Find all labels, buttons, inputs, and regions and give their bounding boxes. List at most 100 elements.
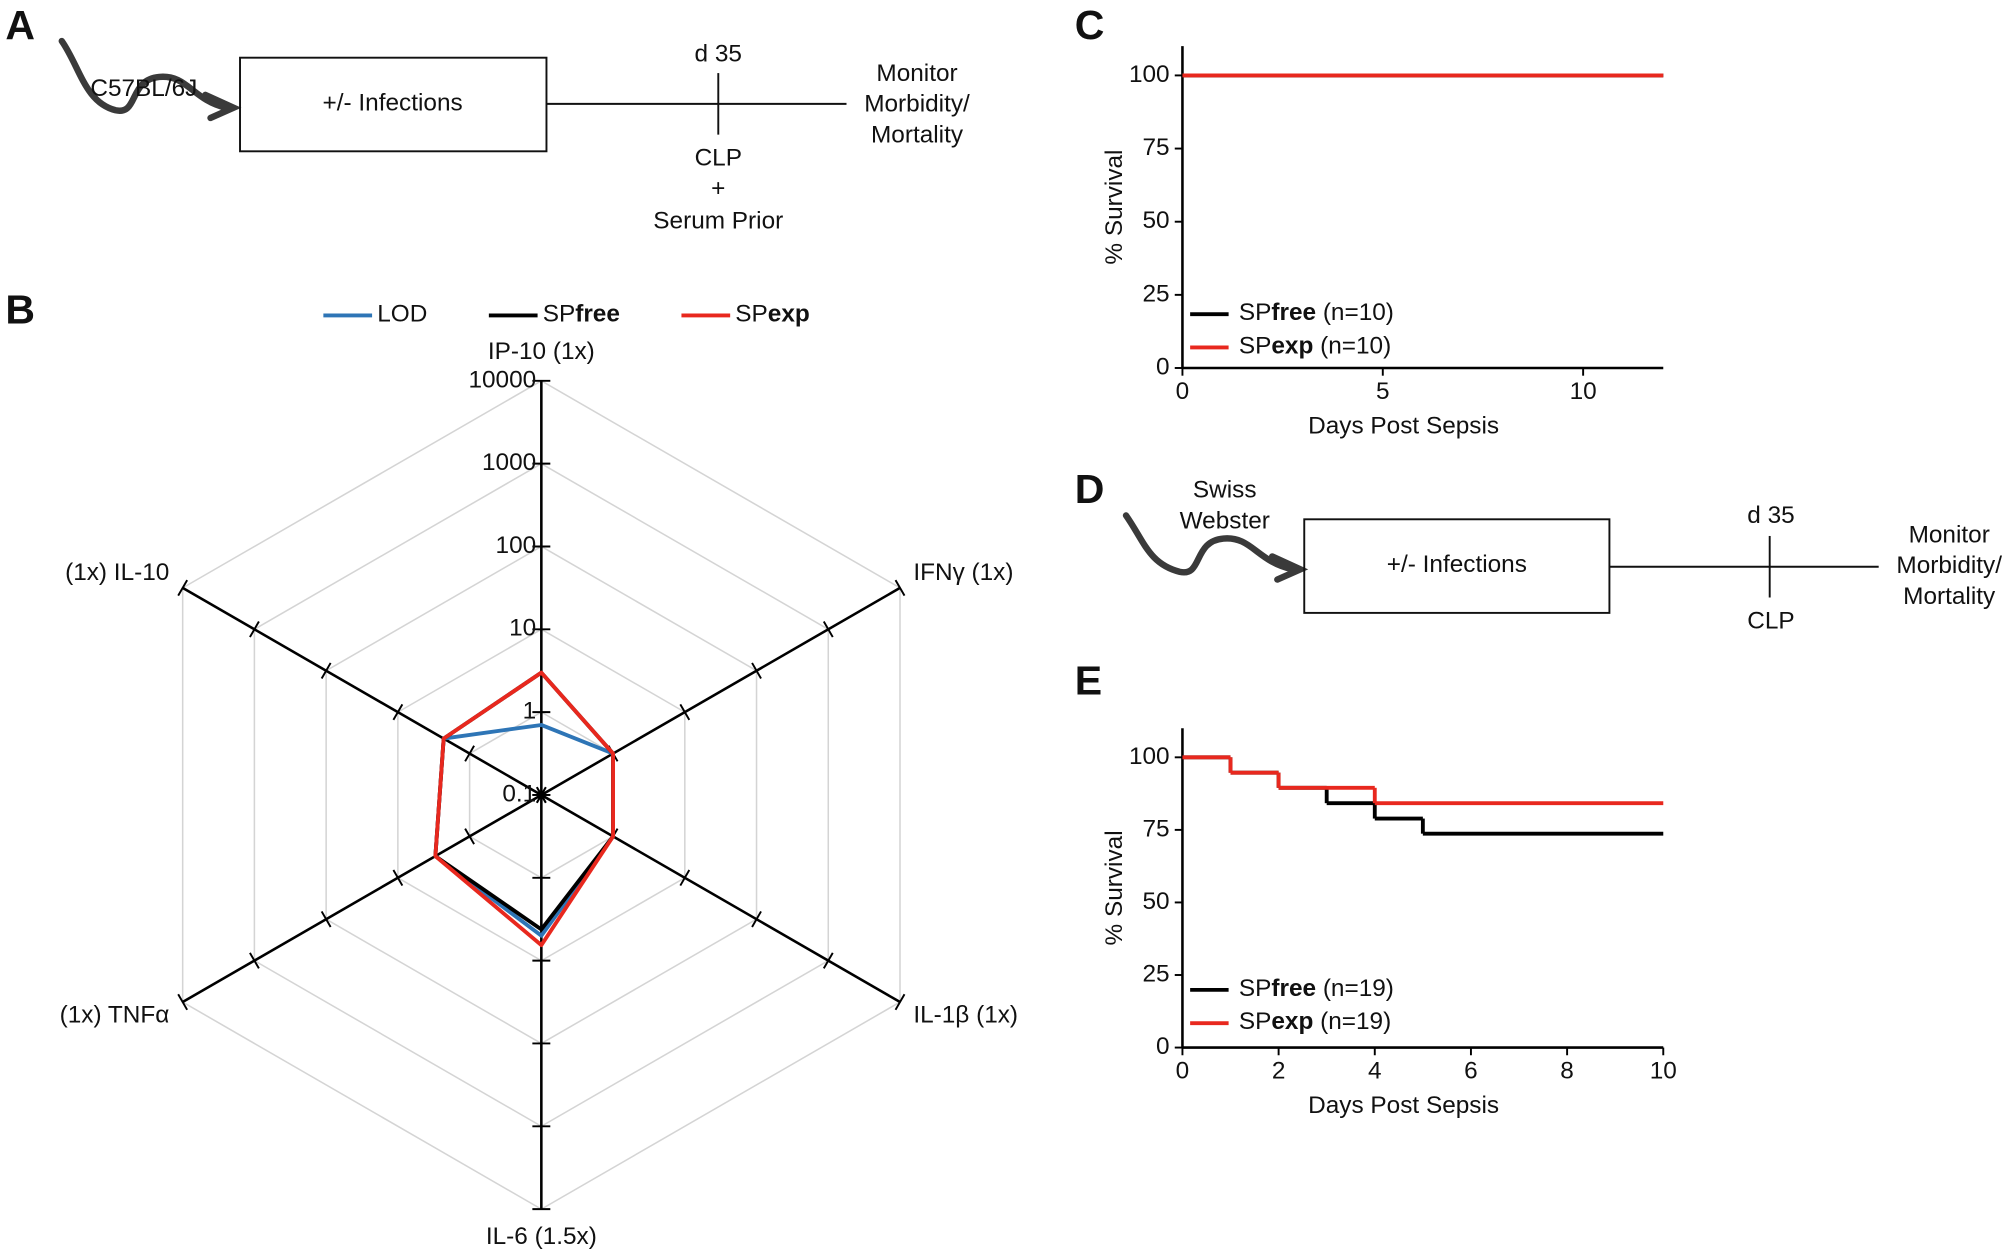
- legend-label: SPfree: [543, 301, 620, 328]
- legend-label-part: exp: [1271, 1009, 1313, 1036]
- axis-tick: [177, 579, 188, 597]
- legend-label-part: LOD: [377, 301, 427, 328]
- diagram-a: C57BL/6J +/- Infections d 35 CLP + Serum…: [58, 37, 970, 234]
- legend-label-part: SP: [735, 301, 767, 328]
- axis-label: IL-1β (1x): [913, 1002, 1018, 1029]
- axis-tick: [679, 703, 691, 721]
- legend-label-part: exp: [768, 301, 810, 328]
- axis-label: (1x) IL-10: [65, 559, 169, 586]
- radar-series: [433, 670, 615, 948]
- axis-label: IFNγ (1x): [913, 559, 1013, 586]
- box-label: +/- Infections: [1387, 551, 1527, 578]
- radar-axis: [540, 793, 901, 1004]
- legend-label-part: free: [1271, 975, 1316, 1002]
- legend-label: SPexp (n=10): [1239, 333, 1391, 360]
- procedure: Serum Prior: [653, 207, 783, 234]
- timepoint: d 35: [1747, 502, 1794, 529]
- timepoint: d 35: [695, 41, 742, 68]
- legend-label: SPfree (n=10): [1239, 300, 1394, 327]
- axis-tick: [894, 579, 906, 597]
- x-tick-label: 8: [1560, 1057, 1574, 1084]
- legend-label-part: SP: [1239, 300, 1272, 327]
- axis-tick: [536, 786, 547, 804]
- axis-tick: [392, 703, 404, 721]
- y-tick-label: 75: [1143, 815, 1170, 842]
- mouse-icon: [1122, 512, 1309, 583]
- y-tick-label: 0: [1156, 353, 1170, 380]
- radar-series: [433, 723, 615, 938]
- procedure: CLP: [1747, 607, 1794, 634]
- outcome: Mortality: [1903, 583, 1996, 610]
- axis-tick: [679, 869, 691, 887]
- y-tick-label: 100: [1129, 743, 1170, 770]
- strain: Webster: [1180, 507, 1270, 534]
- y-tick-label: 0: [1156, 1033, 1170, 1060]
- tick-label: 1: [523, 698, 537, 725]
- y-axis-label: % Survival: [1101, 830, 1128, 945]
- tick-label: 10: [509, 615, 536, 642]
- legend-label-part: (n=10): [1313, 333, 1391, 360]
- procedure: +: [711, 175, 725, 202]
- y-axis-label: % Survival: [1101, 150, 1128, 265]
- x-tick-label: 4: [1368, 1057, 1382, 1084]
- axis-tick: [249, 952, 260, 969]
- y-tick-label: 50: [1143, 888, 1170, 915]
- x-axis-label: Days Post Sepsis: [1308, 412, 1499, 439]
- axis-tick: [822, 621, 834, 638]
- axis-tick: [392, 869, 404, 887]
- legend-label-part: SP: [1239, 1009, 1272, 1036]
- legend-label-part: SP: [1239, 333, 1272, 360]
- strain: Swiss: [1193, 477, 1257, 504]
- y-tick-label: 50: [1143, 207, 1170, 234]
- radar-axis: [540, 586, 901, 797]
- axis-label: (1x) TNFα: [60, 1002, 170, 1029]
- x-axis-label: Days Post Sepsis: [1308, 1092, 1499, 1119]
- radar-axis: [182, 793, 542, 1004]
- panel-label: C: [1075, 2, 1105, 48]
- panel-label: A: [5, 2, 35, 48]
- panel-label: D: [1075, 466, 1105, 512]
- axis-tick: [751, 910, 762, 928]
- outcome: Monitor: [876, 60, 957, 87]
- box-label: +/- Infections: [323, 89, 463, 116]
- legend-label: SPfree (n=19): [1239, 975, 1394, 1002]
- diagram-d: Swiss Webster +/- Infections d 35 CLP Mo…: [1122, 477, 2002, 634]
- tick-label: 1000: [482, 449, 536, 476]
- radar-axis: [182, 586, 542, 797]
- axis-tick: [320, 910, 332, 928]
- axis-tick: [320, 662, 332, 679]
- axis-label: IP-10 (1x): [488, 338, 595, 365]
- outcome: Morbidity/: [1896, 552, 2002, 579]
- outcome: Morbidity/: [864, 91, 970, 118]
- axis-tick: [464, 828, 475, 845]
- mouse-icon: [58, 37, 242, 122]
- outcome: Monitor: [1909, 521, 1990, 548]
- x-tick-label: 0: [1176, 378, 1190, 405]
- axis-tick: [464, 745, 475, 762]
- box: [239, 56, 548, 153]
- legend-label-part: SP: [543, 301, 576, 328]
- x-tick-label: 10: [1650, 1057, 1677, 1084]
- x-tick-label: 10: [1570, 378, 1597, 405]
- y-tick-label: 100: [1129, 61, 1170, 88]
- tick-label: 100: [496, 532, 537, 559]
- legend-label-part: (n=19): [1316, 975, 1394, 1002]
- y-tick-label: 25: [1143, 280, 1170, 307]
- axis-tick: [249, 621, 260, 638]
- y-tick-label: 75: [1143, 134, 1170, 161]
- legend-label: SPexp (n=19): [1239, 1009, 1391, 1036]
- legend-label-part: (n=10): [1316, 300, 1394, 327]
- y-tick-label: 25: [1143, 960, 1170, 987]
- x-tick-label: 2: [1272, 1057, 1286, 1084]
- panel-label: E: [1075, 657, 1102, 703]
- legend-label-part: (n=19): [1313, 1009, 1391, 1036]
- axis-tick: [894, 993, 906, 1011]
- legend-label-part: free: [575, 301, 620, 328]
- axis-tick: [177, 993, 188, 1011]
- legend-label-part: SP: [1239, 975, 1272, 1002]
- panel-label: B: [5, 287, 35, 333]
- x-tick-label: 0: [1176, 1057, 1190, 1084]
- legend-label-part: free: [1271, 300, 1316, 327]
- procedure: CLP: [695, 144, 742, 171]
